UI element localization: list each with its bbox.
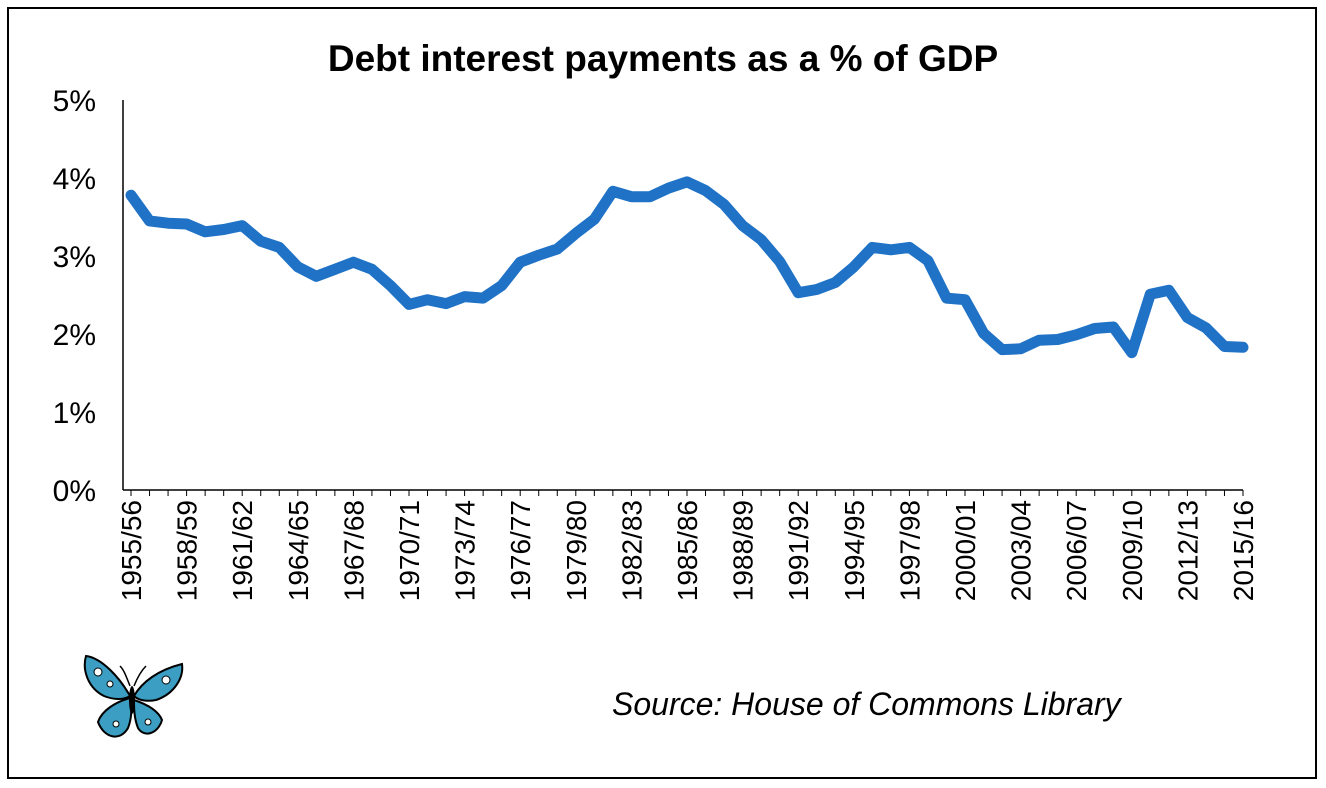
y-tick-label: 2% [53,319,96,352]
x-tick-label: 1958/59 [172,500,203,601]
y-tick-label: 4% [53,163,96,196]
axes [122,100,1243,491]
y-tick-label: 1% [53,397,96,430]
x-axis-ticks: 1955/56 1958/59 1961/62 1964/65 1967/68 1970/… [116,490,1259,601]
source-note: Source: House of Commons Library [612,686,1121,722]
x-tick-label: 1973/74 [450,500,481,601]
x-tick-label: 1964/65 [283,500,314,601]
series-line-0 [125,176,1249,359]
x-tick-label: 1976/77 [505,500,536,601]
x-tick-label: 2012/13 [1172,500,1203,601]
x-tick-label: 1991/92 [783,500,814,601]
y-tick-label: 3% [53,241,96,274]
x-tick-label: 1970/71 [394,500,425,601]
y-axis-ticks: 0% 1% 2% 3% 4% 5% [53,85,96,508]
x-tick-label: 1985/86 [672,500,703,601]
y-tick-label: 5% [53,85,96,118]
butterfly-logo-icon [83,654,184,738]
x-tick-label: 1982/83 [616,500,647,601]
x-tick-label: 2006/07 [1061,500,1092,601]
x-tick-label: 2015/16 [1228,500,1259,601]
x-tick-label: 1979/80 [561,500,592,601]
chart-title: Debt interest payments as a % of GDP [327,38,999,79]
x-tick-label: 1967/68 [338,500,369,601]
series-layer [125,176,1249,359]
x-tick-label: 1961/62 [227,500,258,601]
x-tick-label: 2000/01 [950,500,981,601]
x-tick-label: 1997/98 [894,500,925,601]
x-tick-label: 1955/56 [116,500,147,601]
x-tick-label: 2009/10 [1117,500,1148,601]
x-tick-label: 1994/95 [839,500,870,601]
chart-frame [7,7,1317,779]
x-tick-label: 1988/89 [728,500,759,601]
y-tick-label: 0% [53,475,96,508]
x-tick-label: 2003/04 [1006,500,1037,601]
